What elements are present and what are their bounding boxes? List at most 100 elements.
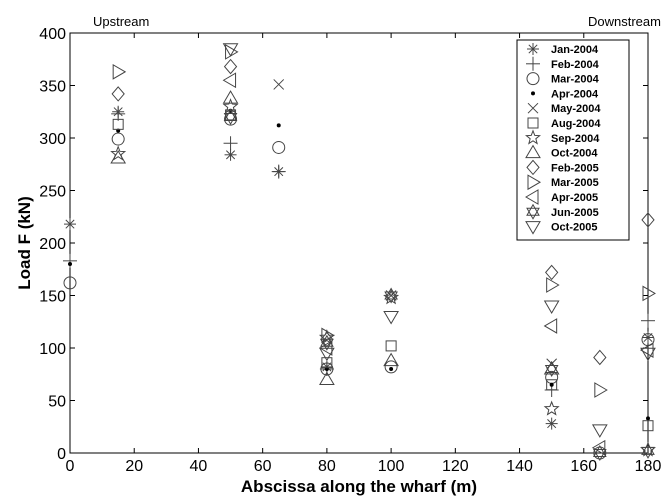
data-point: [646, 416, 650, 421]
data-point: [225, 44, 239, 60]
legend-label: Oct-2005: [551, 222, 597, 234]
data-point: [222, 72, 237, 89]
legend-label: Jun-2005: [551, 207, 599, 219]
data-point: [592, 444, 607, 462]
legend-label: Apr-2004: [551, 88, 599, 100]
legend-label: May-2004: [551, 103, 601, 115]
axis-ticks: 0 20 40 60 80 100 120 140 160 180 0 50 100 150 200 250 3…: [39, 26, 661, 475]
x-tick-label: 100: [378, 458, 405, 475]
data-point: [64, 218, 76, 231]
legend-label: Mar-2004: [551, 74, 600, 86]
data-point: [319, 347, 335, 362]
legend-marker: [525, 144, 541, 159]
data-point: [273, 79, 285, 90]
annotation-upstream: Upstream: [93, 14, 149, 29]
x-tick-label: 0: [66, 458, 75, 475]
data-point: [110, 145, 127, 161]
data-point: [543, 400, 560, 416]
x-tick-label: 180: [635, 458, 662, 475]
data-point: [384, 287, 398, 304]
y-tick-label: 200: [39, 236, 66, 253]
data-point: [383, 289, 400, 305]
data-point: [110, 149, 127, 164]
data-point: [112, 118, 124, 130]
legend: Jan-2004 Feb-2004 Mar-2004 Apr-2004 May-2004…: [516, 39, 630, 241]
data-point: [545, 264, 559, 281]
data-point: [594, 382, 608, 398]
data-point: [111, 132, 125, 146]
x-tick-label: 60: [254, 458, 272, 475]
data-point: [593, 349, 607, 366]
data-point: [543, 318, 558, 334]
data-point: [112, 63, 127, 80]
x-tick-label: 140: [506, 458, 533, 475]
data-point: [222, 43, 239, 57]
legend-label: Mar-2005: [551, 177, 599, 189]
data-point: [222, 90, 239, 104]
data-point: [63, 276, 77, 290]
legend-marker: [527, 102, 539, 114]
y-tick-label: 50: [48, 394, 66, 411]
data-point: [223, 136, 238, 151]
data-point: [549, 382, 554, 387]
legend-marker: [526, 203, 540, 220]
x-tick-label: 20: [125, 458, 143, 475]
data-point: [389, 367, 394, 371]
x-tick-label: 40: [190, 458, 208, 475]
legend-label: Oct-2004: [551, 148, 598, 160]
legend-label: Feb-2005: [551, 162, 599, 174]
data-point: [276, 123, 281, 128]
data-point: [641, 212, 655, 228]
legend-marker: [526, 159, 540, 176]
data-point: [319, 371, 335, 385]
y-tick-label: 400: [39, 26, 66, 43]
legend-marker: [526, 56, 540, 71]
data-point: [271, 164, 286, 179]
data-point: [321, 357, 333, 369]
data-points: [63, 43, 656, 462]
y-tick-label: 100: [39, 341, 66, 358]
legend-marker: [526, 72, 540, 86]
data-point: [224, 148, 237, 161]
data-point: [383, 311, 399, 325]
data-point: [384, 360, 398, 374]
legend-marker: [527, 174, 541, 191]
x-axis-title: Abscissa along the wharf (m): [241, 477, 477, 496]
data-point: [320, 362, 334, 376]
data-point: [591, 439, 606, 456]
legend-marker: [527, 117, 539, 129]
x-tick-label: 120: [442, 458, 469, 475]
data-point: [111, 106, 126, 121]
data-point: [320, 334, 334, 351]
legend-label: Apr-2005: [551, 192, 598, 204]
y-tick-label: 350: [39, 79, 66, 96]
data-point: [640, 347, 656, 362]
data-point: [223, 108, 238, 126]
data-point: [640, 342, 654, 358]
data-point: [641, 313, 655, 328]
legend-marker: [525, 221, 541, 235]
data-point: [545, 417, 558, 430]
data-point: [68, 262, 72, 266]
data-point: [223, 58, 238, 75]
y-axis-title: Load F (kN): [15, 196, 34, 290]
legend-marker: [531, 91, 535, 96]
data-point: [543, 300, 560, 314]
data-point: [272, 140, 286, 154]
x-tick-label: 160: [570, 458, 597, 475]
y-tick-label: 0: [57, 446, 66, 463]
data-point: [546, 379, 558, 391]
y-tick-label: 250: [39, 184, 66, 201]
y-tick-label: 300: [39, 131, 66, 148]
legend-marker: [527, 43, 539, 55]
legend-marker: [525, 189, 539, 205]
legend-label: Feb-2004: [551, 59, 600, 71]
data-point: [385, 340, 397, 352]
legend-marker: [525, 129, 541, 145]
data-point: [544, 360, 559, 378]
data-point: [642, 420, 654, 432]
data-point: [591, 424, 608, 438]
x-tick-label: 80: [318, 458, 336, 475]
data-point: [546, 277, 560, 293]
